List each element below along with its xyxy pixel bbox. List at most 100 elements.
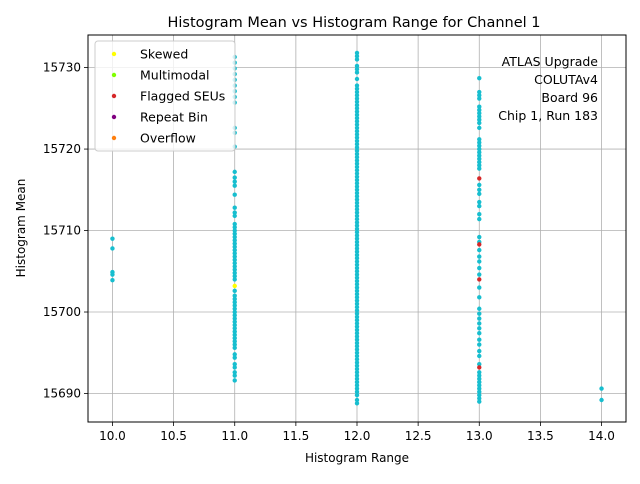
x-tick-label: 12.5 bbox=[405, 429, 432, 443]
y-axis-ticks: 15690 15700 15710 15720 15730 bbox=[43, 61, 88, 400]
x-tick-label: 13.5 bbox=[527, 429, 554, 443]
data-point-normal bbox=[232, 342, 237, 347]
data-point-normal bbox=[232, 329, 237, 334]
data-point-normal bbox=[232, 326, 237, 331]
data-point-normal bbox=[354, 282, 360, 287]
data-point-normal bbox=[477, 107, 482, 113]
data-point-normal bbox=[477, 361, 482, 367]
data-point-normal bbox=[232, 313, 237, 318]
data-point-normal bbox=[354, 99, 360, 105]
data-point-normal bbox=[232, 213, 237, 219]
data-point-normal bbox=[354, 70, 360, 75]
data-point-normal bbox=[232, 365, 237, 370]
annotation-line: ATLAS Upgrade bbox=[502, 54, 599, 69]
data-point-normal bbox=[354, 115, 360, 121]
legend-label: Repeat Bin bbox=[140, 110, 208, 125]
data-point-normal bbox=[354, 386, 360, 391]
data-point-normal bbox=[354, 337, 360, 342]
data-point-normal bbox=[354, 168, 360, 173]
data-point-normal bbox=[477, 337, 482, 342]
data-point-normal bbox=[354, 298, 360, 303]
data-point-normal bbox=[354, 278, 360, 284]
data-point-normal bbox=[477, 212, 482, 217]
data-point-normal bbox=[232, 319, 237, 324]
data-point-normal bbox=[232, 267, 237, 272]
data-point-normal bbox=[354, 220, 360, 225]
data-point-normal bbox=[232, 370, 237, 375]
legend-label: Overflow bbox=[140, 131, 196, 146]
data-point-normal bbox=[354, 119, 360, 124]
data-point-normal bbox=[477, 311, 482, 316]
data-point-normal bbox=[477, 396, 482, 401]
data-point-normal bbox=[232, 192, 237, 197]
data-point-normal bbox=[110, 236, 115, 241]
data-point-normal bbox=[232, 288, 237, 294]
data-point-normal bbox=[354, 187, 360, 192]
data-point-normal bbox=[477, 153, 482, 158]
data-point-normal bbox=[232, 210, 237, 215]
data-point-flagged-seus bbox=[477, 365, 482, 370]
data-point-normal bbox=[354, 76, 360, 82]
data-point-normal bbox=[354, 249, 360, 254]
data-point-normal bbox=[232, 264, 237, 269]
data-point-normal bbox=[354, 50, 360, 56]
legend-label: Skewed bbox=[140, 47, 188, 62]
data-point-normal bbox=[354, 161, 360, 166]
data-point-normal bbox=[232, 270, 237, 276]
data-point-normal bbox=[354, 347, 360, 352]
data-point-normal bbox=[354, 63, 360, 69]
data-point-normal bbox=[232, 300, 237, 305]
data-point-normal bbox=[477, 259, 482, 264]
data-point-normal bbox=[232, 175, 237, 180]
data-point-normal bbox=[477, 163, 482, 168]
chart-title: Histogram Mean vs Histogram Range for Ch… bbox=[168, 15, 541, 31]
y-tick-label: 15700 bbox=[43, 305, 81, 319]
data-point-normal bbox=[354, 86, 360, 91]
data-point-normal bbox=[354, 291, 360, 297]
data-point-normal bbox=[232, 316, 237, 321]
data-point-normal bbox=[477, 159, 482, 165]
data-point-normal bbox=[354, 401, 360, 406]
data-point-normal bbox=[354, 141, 360, 147]
data-point-normal bbox=[477, 353, 482, 359]
data-point-normal bbox=[354, 272, 360, 277]
data-point-normal bbox=[354, 210, 360, 215]
data-point-normal bbox=[354, 125, 360, 131]
data-point-normal bbox=[354, 135, 360, 140]
y-tick-label: 15720 bbox=[43, 142, 81, 156]
data-point-normal bbox=[477, 150, 482, 155]
data-point-normal bbox=[232, 345, 237, 351]
data-point-normal bbox=[232, 273, 237, 279]
data-point-normal bbox=[354, 265, 360, 271]
data-point-normal bbox=[477, 272, 482, 277]
data-point-normal bbox=[354, 216, 360, 222]
data-point-normal bbox=[354, 259, 360, 264]
data-point-normal bbox=[599, 397, 604, 403]
data-point-normal bbox=[232, 361, 237, 367]
data-point-normal bbox=[232, 251, 237, 256]
data-point-normal bbox=[354, 53, 360, 59]
data-point-normal bbox=[354, 148, 360, 153]
x-tick-label: 11.5 bbox=[283, 429, 310, 443]
data-point-normal bbox=[354, 246, 360, 251]
data-point-normal bbox=[354, 321, 360, 326]
data-point-normal bbox=[477, 383, 482, 388]
data-point-normal bbox=[354, 213, 360, 219]
data-point-normal bbox=[354, 57, 360, 62]
data-point-normal bbox=[477, 117, 482, 122]
data-point-normal bbox=[477, 254, 482, 259]
data-point-normal bbox=[232, 234, 237, 240]
data-point-normal bbox=[477, 146, 482, 152]
data-point-normal bbox=[232, 225, 237, 230]
data-point-normal bbox=[354, 207, 360, 212]
run-annotation: ATLAS Upgrade COLUTAv4 Board 96 Chip 1, Run… bbox=[498, 54, 598, 123]
data-point-normal bbox=[354, 233, 360, 238]
data-point-normal bbox=[354, 397, 360, 403]
data-point-normal bbox=[354, 190, 360, 196]
data-point-normal bbox=[110, 278, 115, 283]
data-point-normal bbox=[354, 301, 360, 307]
data-point-normal bbox=[354, 373, 360, 378]
data-point-flagged-seus bbox=[477, 176, 482, 181]
data-point-normal bbox=[477, 370, 482, 375]
